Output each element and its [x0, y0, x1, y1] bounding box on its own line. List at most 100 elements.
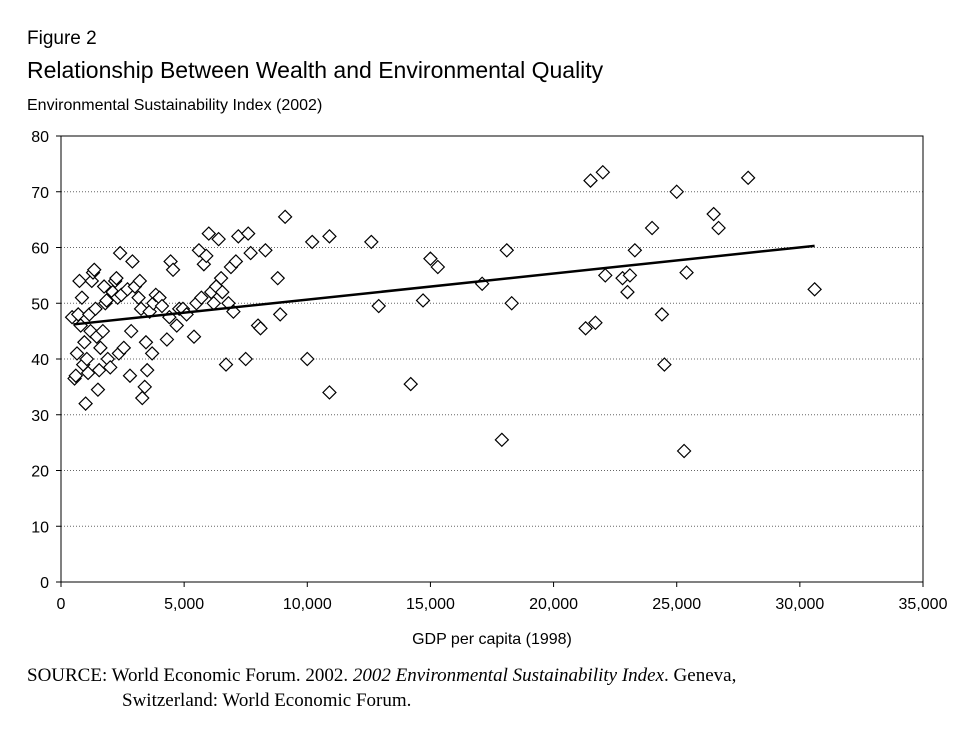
data-point	[144, 346, 160, 361]
data-point	[583, 173, 598, 188]
data-point	[206, 295, 222, 311]
data-point	[79, 351, 95, 367]
data-point	[711, 220, 726, 236]
data-point	[499, 242, 515, 258]
data-point	[363, 234, 379, 250]
data-point	[134, 390, 150, 406]
trend-line	[73, 244, 815, 326]
data-point	[595, 164, 611, 180]
data-point	[597, 268, 613, 283]
data-point	[90, 382, 106, 398]
data-point	[122, 368, 138, 384]
x-tick-label: 35,000	[899, 596, 948, 613]
data-point	[125, 254, 140, 269]
data-point	[186, 329, 202, 345]
y-tick-label: 40	[31, 352, 49, 369]
data-point	[78, 396, 93, 411]
data-point	[620, 284, 635, 300]
x-tick-label: 10,000	[283, 596, 332, 613]
data-point	[423, 251, 438, 266]
data-point	[740, 170, 756, 186]
data-point	[96, 279, 112, 294]
data-point	[657, 357, 672, 372]
data-point	[430, 259, 446, 275]
x-tick-label: 5,000	[164, 596, 204, 613]
x-tick-label: 30,000	[775, 596, 824, 613]
data-point	[112, 245, 128, 261]
y-tick-label: 60	[31, 241, 49, 258]
source-suffix: . Geneva,	[664, 665, 737, 686]
data-point	[415, 293, 431, 308]
x-tick-label: 0	[57, 596, 66, 613]
data-point	[654, 307, 670, 322]
data-point	[154, 298, 170, 314]
data-point	[669, 184, 685, 200]
data-point	[72, 273, 87, 289]
data-point	[109, 270, 124, 286]
data-point	[201, 226, 217, 241]
y-tick-label: 10	[31, 519, 49, 536]
data-point	[68, 368, 84, 384]
data-point	[622, 268, 638, 283]
y-tick-label: 80	[31, 129, 49, 146]
data-point	[270, 270, 286, 286]
data-point	[194, 290, 209, 306]
data-point	[322, 385, 337, 400]
data-points	[64, 164, 822, 459]
data-point	[95, 323, 111, 339]
data-point	[99, 293, 114, 308]
data-point	[218, 357, 234, 372]
data-point	[403, 376, 419, 392]
source-line-2: Switzerland: World Economic Forum.	[122, 690, 412, 711]
data-point	[86, 262, 102, 278]
data-point	[159, 332, 175, 347]
data-point	[253, 320, 268, 336]
data-point	[169, 318, 185, 333]
data-point	[644, 220, 660, 236]
data-point	[198, 248, 214, 264]
data-point	[240, 226, 256, 241]
data-point	[211, 231, 226, 247]
data-point	[371, 298, 387, 314]
data-point	[77, 334, 92, 350]
data-point	[676, 443, 692, 459]
data-point	[277, 209, 293, 225]
data-point	[706, 206, 722, 222]
data-point	[304, 234, 320, 250]
data-point	[807, 281, 822, 297]
x-tick-label: 15,000	[406, 596, 455, 613]
data-point	[243, 245, 258, 261]
y-tick-label: 70	[31, 185, 49, 202]
data-point	[139, 362, 155, 378]
data-point	[258, 242, 273, 258]
source-publication: 2002 Environmental Sustainability Index	[352, 665, 665, 686]
data-point	[299, 351, 315, 367]
figure-label: Figure 2	[27, 28, 97, 49]
data-point	[88, 301, 103, 317]
x-tick-label: 20,000	[529, 596, 578, 613]
y-tick-label: 50	[31, 296, 49, 313]
data-point	[69, 346, 85, 361]
data-point	[123, 323, 139, 339]
x-tick-label: 25,000	[652, 596, 701, 613]
data-point	[165, 262, 181, 278]
data-point	[228, 254, 244, 269]
data-point	[504, 295, 520, 311]
source-prefix: SOURCE: World Economic Forum. 2002.	[27, 665, 353, 686]
data-point	[588, 315, 603, 331]
y-axis-title: Environmental Sustainability Index (2002…	[27, 97, 323, 114]
data-point	[91, 362, 107, 378]
axis-ticks: 0 10 20 30 40 50 60 70 80 0 5,000 10,000 15,000 20,00…	[31, 129, 947, 613]
chart-title: Relationship Between Wealth and Environm…	[27, 57, 604, 83]
data-point	[102, 360, 118, 375]
data-point	[213, 270, 229, 286]
data-point	[93, 340, 108, 356]
scatter-chart: 0 10 20 30 40 50 60 70 80 0 5,000 10,000 15,000 20,00…	[31, 129, 947, 648]
x-axis-title: GDP per capita (1998)	[412, 631, 572, 648]
data-point	[80, 365, 96, 381]
data-point	[131, 290, 146, 306]
data-point	[322, 229, 337, 244]
data-point	[679, 265, 694, 280]
source-note: SOURCE: World Economic Forum. 2002. 2002…	[27, 663, 736, 713]
data-point	[214, 284, 230, 300]
